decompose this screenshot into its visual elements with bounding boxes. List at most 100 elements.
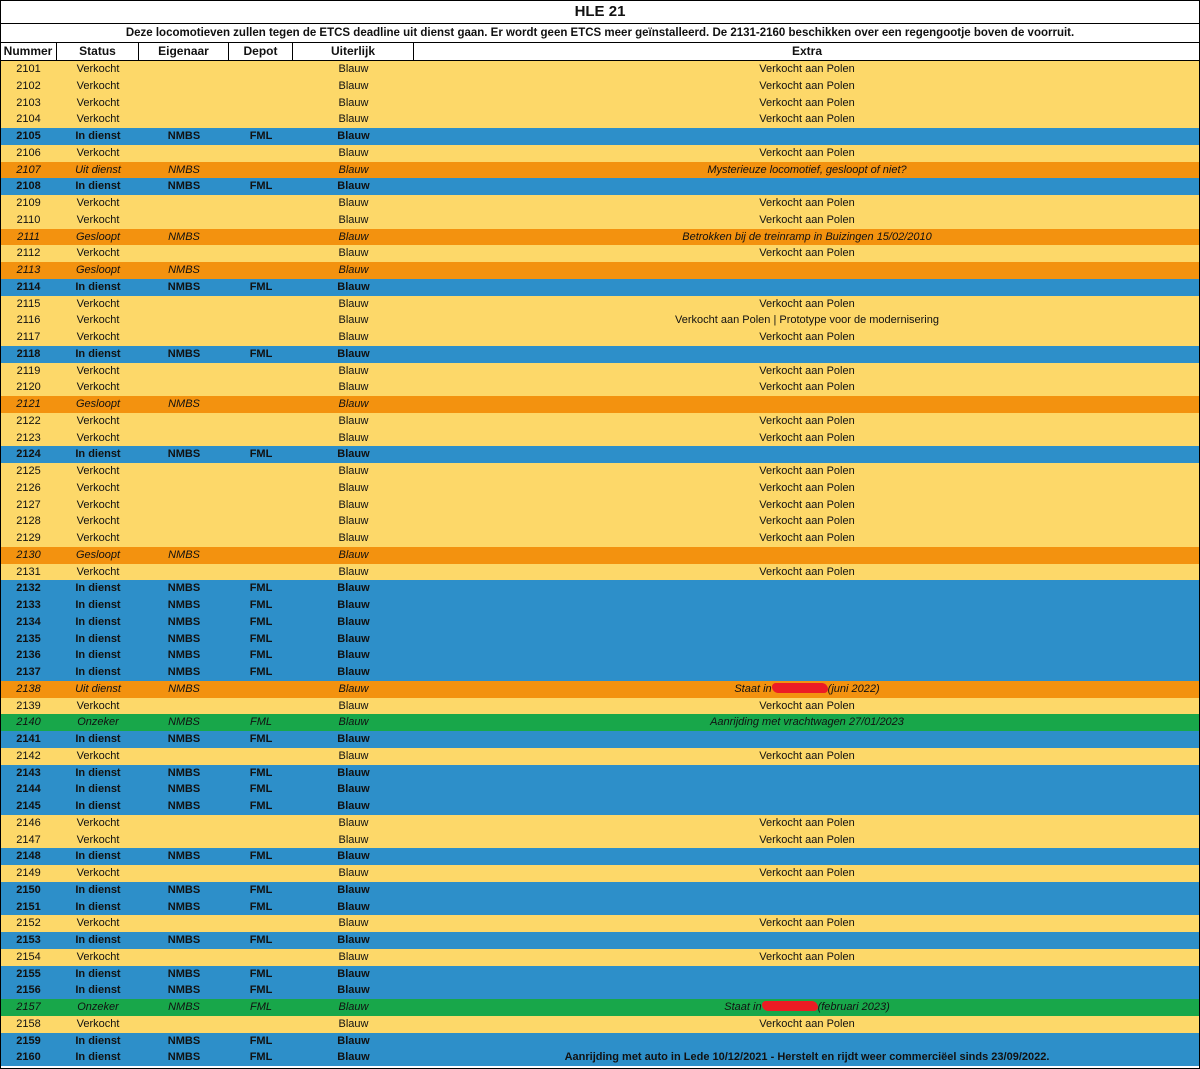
cell-uiterlijk[interactable]: Blauw [338,699,369,712]
cell-extra[interactable]: Verkocht aan Polen [759,465,855,477]
cell-status[interactable]: Verkocht [76,699,120,712]
cell-extra[interactable] [414,262,1200,279]
cell-extra[interactable]: Verkocht aan Polen [759,699,855,712]
cell-eigenaar[interactable]: NMBS [167,934,201,946]
cell-depot[interactable] [229,748,293,765]
cell-status[interactable]: Verkocht [76,1017,120,1030]
cell-uiterlijk[interactable]: Blauw [338,917,369,930]
cell-status[interactable]: Verkocht [76,414,120,427]
cell-eigenaar[interactable]: NMBS [168,716,200,729]
cell-eigenaar[interactable] [139,815,229,832]
cell-status[interactable]: Verkocht [76,481,120,494]
cell-depot[interactable] [229,78,293,95]
cell-eigenaar[interactable]: NMBS [167,649,201,662]
cell-nummer[interactable]: 2140 [16,716,41,729]
cell-status[interactable]: In dienst [75,632,121,645]
cell-uiterlijk[interactable]: Blauw [338,197,369,209]
cell-nummer[interactable]: 2150 [16,883,41,896]
cell-uiterlijk[interactable]: Blauw [338,230,369,243]
cell-nummer[interactable]: 2153 [16,934,41,946]
cell-extra[interactable] [414,396,1200,413]
cell-extra[interactable] [414,664,1200,681]
cell-depot[interactable] [229,296,293,313]
cell-eigenaar[interactable] [139,212,229,229]
cell-depot[interactable] [229,949,293,966]
cell-extra[interactable]: Verkocht aan Polen [759,532,855,544]
cell-uiterlijk[interactable]: Blauw [338,381,369,394]
cell-eigenaar[interactable]: NMBS [167,984,201,997]
cell-uiterlijk[interactable]: Blauw [337,766,370,779]
cell-extra[interactable] [414,882,1200,899]
cell-eigenaar[interactable] [139,1016,229,1033]
cell-extra[interactable]: Mysterieuze locomotief, gesloopt of niet… [707,163,907,176]
cell-nummer[interactable]: 2102 [16,79,41,92]
cell-eigenaar[interactable] [139,564,229,581]
cell-nummer[interactable]: 2143 [16,766,41,779]
cell-extra[interactable] [414,781,1200,798]
cell-extra[interactable] [414,631,1200,648]
cell-nummer[interactable]: 2125 [16,465,41,477]
cell-depot[interactable]: FML [249,733,273,745]
cell-eigenaar[interactable] [139,748,229,765]
cell-nummer[interactable]: 2155 [16,967,41,980]
cell-eigenaar[interactable]: NMBS [167,582,201,595]
cell-eigenaar[interactable] [139,145,229,162]
cell-extra[interactable]: Verkocht aan Polen [759,197,855,209]
cell-eigenaar[interactable] [139,430,229,447]
cell-extra[interactable] [414,966,1200,983]
cell-nummer[interactable]: 2122 [16,414,41,427]
cell-uiterlijk[interactable]: Blauw [338,816,369,829]
cell-status[interactable]: Gesloopt [75,398,121,410]
cell-depot[interactable] [229,832,293,849]
cell-uiterlijk[interactable]: Blauw [338,833,369,846]
cell-nummer[interactable]: 2126 [16,481,41,494]
cell-status[interactable]: Verkocht [76,532,120,544]
cell-status[interactable]: Verkocht [76,498,120,511]
cell-uiterlijk[interactable]: Blauw [337,448,370,461]
cell-eigenaar[interactable] [139,413,229,430]
cell-nummer[interactable]: 2106 [16,146,41,159]
cell-extra[interactable]: Verkocht aan Polen [759,749,855,762]
cell-depot[interactable] [229,513,293,530]
cell-status[interactable]: In dienst [75,766,121,779]
cell-nummer[interactable]: 2157 [16,1001,41,1013]
cell-extra[interactable] [414,547,1200,564]
cell-extra[interactable] [414,446,1200,463]
header-nummer[interactable]: Nummer [0,43,57,60]
cell-extra[interactable] [414,899,1200,916]
cell-depot[interactable]: FML [249,180,273,193]
cell-depot[interactable] [229,463,293,480]
cell-extra[interactable]: Verkocht aan Polen [759,213,855,226]
cell-status[interactable]: Verkocht [76,247,120,260]
cell-eigenaar[interactable]: NMBS [168,230,200,243]
cell-eigenaar[interactable] [139,949,229,966]
cell-depot[interactable] [229,430,293,447]
cell-status[interactable]: In dienst [75,783,121,796]
cell-status[interactable]: In dienst [75,280,121,293]
cell-extra[interactable] [414,731,1200,748]
cell-status[interactable]: Verkocht [76,917,120,930]
cell-depot[interactable] [229,1016,293,1033]
cell-uiterlijk[interactable]: Blauw [337,883,370,896]
cell-eigenaar[interactable]: NMBS [167,967,201,980]
cell-eigenaar[interactable] [139,95,229,112]
cell-extra[interactable]: Verkocht aan Polen [759,917,855,930]
cell-depot[interactable] [229,915,293,932]
cell-status[interactable]: Onzeker [77,716,119,729]
cell-status[interactable]: Verkocht [76,431,120,444]
cell-nummer[interactable]: 2104 [16,113,41,126]
cell-nummer[interactable]: 2146 [16,816,41,829]
cell-depot[interactable] [229,229,293,246]
cell-eigenaar[interactable]: NMBS [167,632,201,645]
header-uiterlijk[interactable]: Uiterlijk [293,43,414,60]
cell-status[interactable]: Verkocht [76,381,120,394]
cell-eigenaar[interactable]: NMBS [167,599,201,611]
cell-extra[interactable]: Verkocht aan Polen [759,515,855,528]
cell-extra[interactable]: Verkocht aan Polen [759,364,855,377]
cell-depot[interactable]: FML [249,1034,273,1047]
cell-eigenaar[interactable]: NMBS [167,666,201,678]
cell-uiterlijk[interactable]: Blauw [338,113,369,126]
cell-extra[interactable]: Verkocht aan Polen [759,96,855,109]
cell-eigenaar[interactable] [139,915,229,932]
cell-nummer[interactable]: 2134 [16,615,41,628]
